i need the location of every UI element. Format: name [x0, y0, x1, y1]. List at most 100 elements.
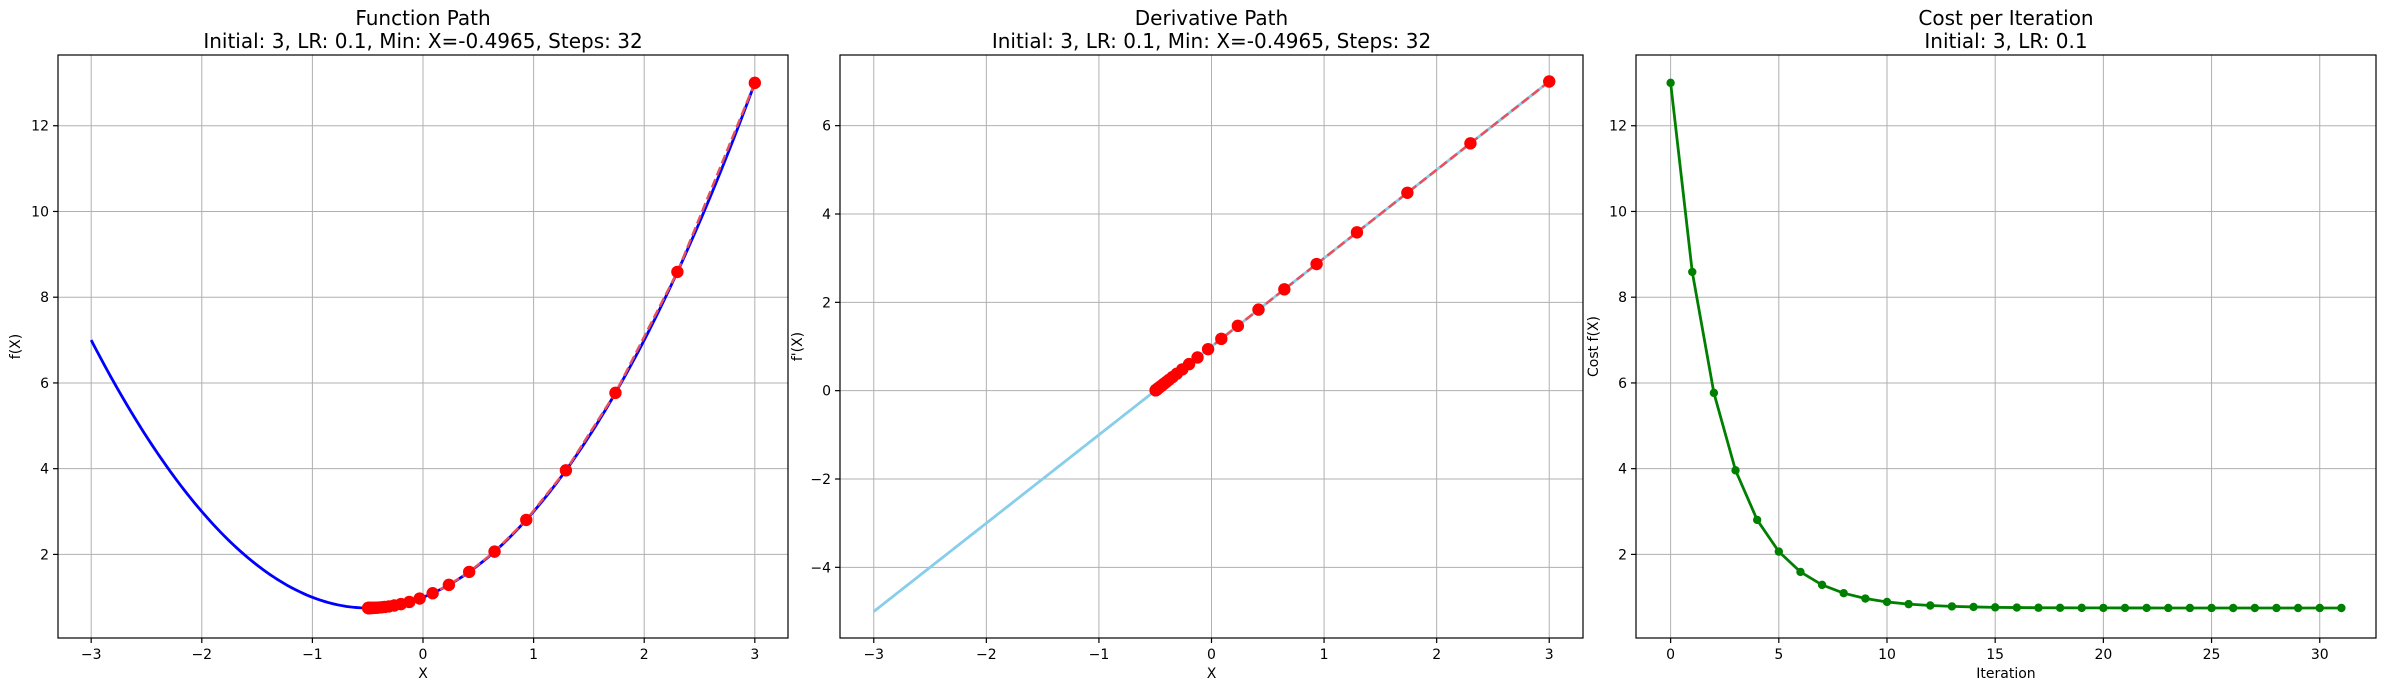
y-tick-label: 2 — [40, 547, 49, 563]
y-axis-label: f'(X) — [790, 332, 806, 361]
descent-point — [559, 464, 573, 477]
cost-point — [1817, 580, 1827, 590]
cost-point — [2293, 603, 2303, 613]
chart-subtitle: Initial: 3, LR: 0.1, Min: X=-0.4965, Ste… — [203, 29, 642, 53]
plot-area — [1666, 78, 2346, 613]
x-tick-label: −3 — [81, 647, 102, 663]
descent-point — [361, 601, 375, 615]
y-tick-label: 8 — [1618, 290, 1627, 306]
descent-point — [1201, 342, 1215, 356]
x-axis-label: Iteration — [1976, 666, 2035, 682]
y-tick-label: 2 — [1618, 547, 1627, 563]
cost-point — [2142, 603, 2151, 613]
x-tick-label: 5 — [1774, 647, 1783, 663]
cost-point — [2185, 603, 2195, 613]
descent-point — [1149, 384, 1162, 397]
x-tick-label: −3 — [863, 647, 884, 663]
x-tick-label: 1 — [529, 647, 538, 663]
y-axis-label: Cost f(X) — [1586, 316, 1602, 377]
cost-point — [1882, 597, 1892, 607]
x-tick-label: 0 — [1207, 647, 1216, 663]
x-tick-label: 2 — [1432, 647, 1441, 663]
chart-subtitle: Initial: 3, LR: 0.1 — [1924, 29, 2087, 53]
plot-area — [89, 76, 762, 615]
x-tick-label: 3 — [750, 647, 759, 663]
x-tick-label: 30 — [2311, 647, 2329, 663]
x-tick-label: 10 — [1878, 647, 1896, 663]
descent-point — [1231, 319, 1245, 333]
cost-point — [2012, 603, 2022, 612]
cost-point — [1904, 599, 1913, 609]
cost-point — [1731, 466, 1740, 475]
y-tick-label: 2 — [822, 295, 831, 311]
descent-point — [1464, 137, 1477, 150]
descent-point — [671, 265, 684, 279]
cost-point — [1709, 388, 1719, 398]
descent-point — [1191, 351, 1204, 364]
descent-point — [413, 592, 426, 605]
cost-point — [2055, 603, 2065, 613]
cost-point — [1774, 547, 1784, 556]
x-tick-label: 0 — [419, 647, 428, 663]
cost-point — [1969, 602, 1978, 612]
y-tick-label: 6 — [1618, 376, 1627, 392]
x-tick-label: 1 — [1320, 647, 1329, 663]
x-tick-label: 3 — [1545, 647, 1554, 663]
axes-frame — [1635, 54, 2377, 639]
descent-point — [442, 578, 456, 592]
chart-subtitle: Initial: 3, LR: 0.1, Min: X=-0.4965, Ste… — [992, 29, 1431, 53]
y-tick-label: 4 — [1618, 462, 1627, 478]
x-tick-label: 15 — [1986, 647, 2004, 663]
cost-point — [2077, 603, 2086, 613]
descent-point — [1401, 186, 1414, 199]
cost-point — [2034, 603, 2043, 612]
descent-path-line — [368, 82, 756, 610]
y-tick-label: 12 — [1609, 119, 1627, 135]
y-tick-label: −4 — [810, 560, 831, 576]
descent-point — [520, 513, 533, 527]
x-axis-label: X — [418, 666, 428, 682]
cost-point — [2164, 603, 2173, 613]
x-tick-label: −1 — [1089, 647, 1110, 663]
x-axis-label: X — [1207, 666, 1217, 682]
chart-title: Function Path — [355, 6, 490, 30]
chart-title: Derivative Path — [1135, 6, 1288, 30]
cost-point — [2250, 603, 2260, 613]
descent-point — [1252, 303, 1265, 316]
y-axis-label: f(X) — [8, 334, 24, 359]
x-tick-label: 0 — [1666, 647, 1675, 663]
cost-point — [2272, 603, 2281, 613]
descent-point — [1215, 332, 1228, 346]
descent-point — [426, 587, 439, 600]
descent-point — [488, 545, 501, 558]
cost-point — [1839, 589, 1848, 598]
descent-point — [1350, 226, 1364, 239]
cost-point — [2228, 603, 2238, 613]
y-tick-label: 12 — [31, 119, 49, 135]
cost-point — [1947, 602, 1957, 611]
y-tick-label: 0 — [822, 384, 831, 400]
cost-point — [2207, 603, 2216, 613]
cost-point — [2120, 603, 2130, 613]
cost-line — [1669, 82, 2342, 610]
y-tick-label: 4 — [822, 207, 831, 223]
cost-point — [1688, 267, 1697, 277]
descent-point — [1310, 257, 1323, 271]
descent-point — [748, 76, 762, 90]
x-tick-label: 2 — [640, 647, 649, 663]
descent-point — [609, 386, 622, 400]
chart-panel-3: 0 5 10 15 20 25 30 2 4 6 8 10 12 Iteration Cost f(X) Co… — [1586, 6, 2377, 682]
x-tick-label: −1 — [302, 647, 323, 663]
descent-point — [1543, 75, 1556, 88]
y-tick-label: 10 — [1609, 204, 1627, 220]
cost-point — [2099, 603, 2108, 613]
cost-point — [2337, 603, 2346, 613]
x-tick-label: 25 — [2203, 647, 2221, 663]
chart-panel-2: −3 −2 −1 0 1 2 3 −4 −2 0 2 4 6 Xf'(X) Derivative PathI… — [790, 6, 1584, 682]
y-tick-label: 8 — [40, 290, 49, 306]
y-tick-label: 4 — [40, 462, 49, 478]
descent-point — [1278, 283, 1291, 296]
y-tick-label: 6 — [822, 119, 831, 135]
